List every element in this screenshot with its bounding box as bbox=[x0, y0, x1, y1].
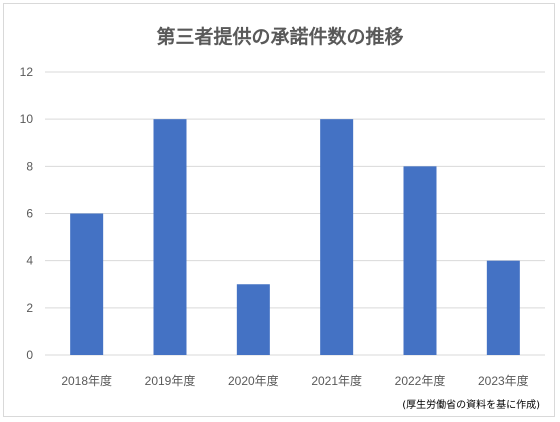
source-note: (厚生労働省の資料を基に作成) bbox=[402, 398, 540, 411]
bar-2022年度 bbox=[403, 166, 437, 355]
x-tick-label: 2022年度 bbox=[395, 373, 446, 388]
y-tick-label: 2 bbox=[26, 301, 33, 315]
gridlines bbox=[45, 71, 545, 356]
y-tick-label: 10 bbox=[20, 112, 34, 126]
y-tick-label: 4 bbox=[26, 254, 33, 268]
y-tick-label: 6 bbox=[26, 207, 33, 221]
y-tick-label: 8 bbox=[26, 159, 33, 173]
x-axis-tick-labels: 2018年度 2019年度 2020年度 2021年度 2022年度 2023年度 bbox=[61, 373, 528, 388]
bar-2019年度 bbox=[153, 119, 187, 356]
bar-2021年度 bbox=[320, 119, 354, 356]
x-tick-label: 2023年度 bbox=[478, 373, 529, 388]
y-tick-label: 12 bbox=[20, 65, 34, 79]
bar-2018年度 bbox=[70, 213, 104, 355]
bar-2023年度 bbox=[486, 260, 520, 355]
bars bbox=[70, 119, 520, 356]
y-tick-label: 0 bbox=[26, 348, 33, 362]
x-tick-label: 2018年度 bbox=[61, 373, 112, 388]
chart-title: 第三者提供の承諾件数の推移 bbox=[156, 26, 404, 48]
x-tick-label: 2021年度 bbox=[311, 373, 362, 388]
x-tick-label: 2019年度 bbox=[145, 373, 196, 388]
y-axis-tick-labels: 0 2 4 6 8 10 12 bbox=[20, 65, 34, 362]
x-tick-label: 2020年度 bbox=[228, 373, 279, 388]
bar-2020年度 bbox=[236, 284, 270, 355]
